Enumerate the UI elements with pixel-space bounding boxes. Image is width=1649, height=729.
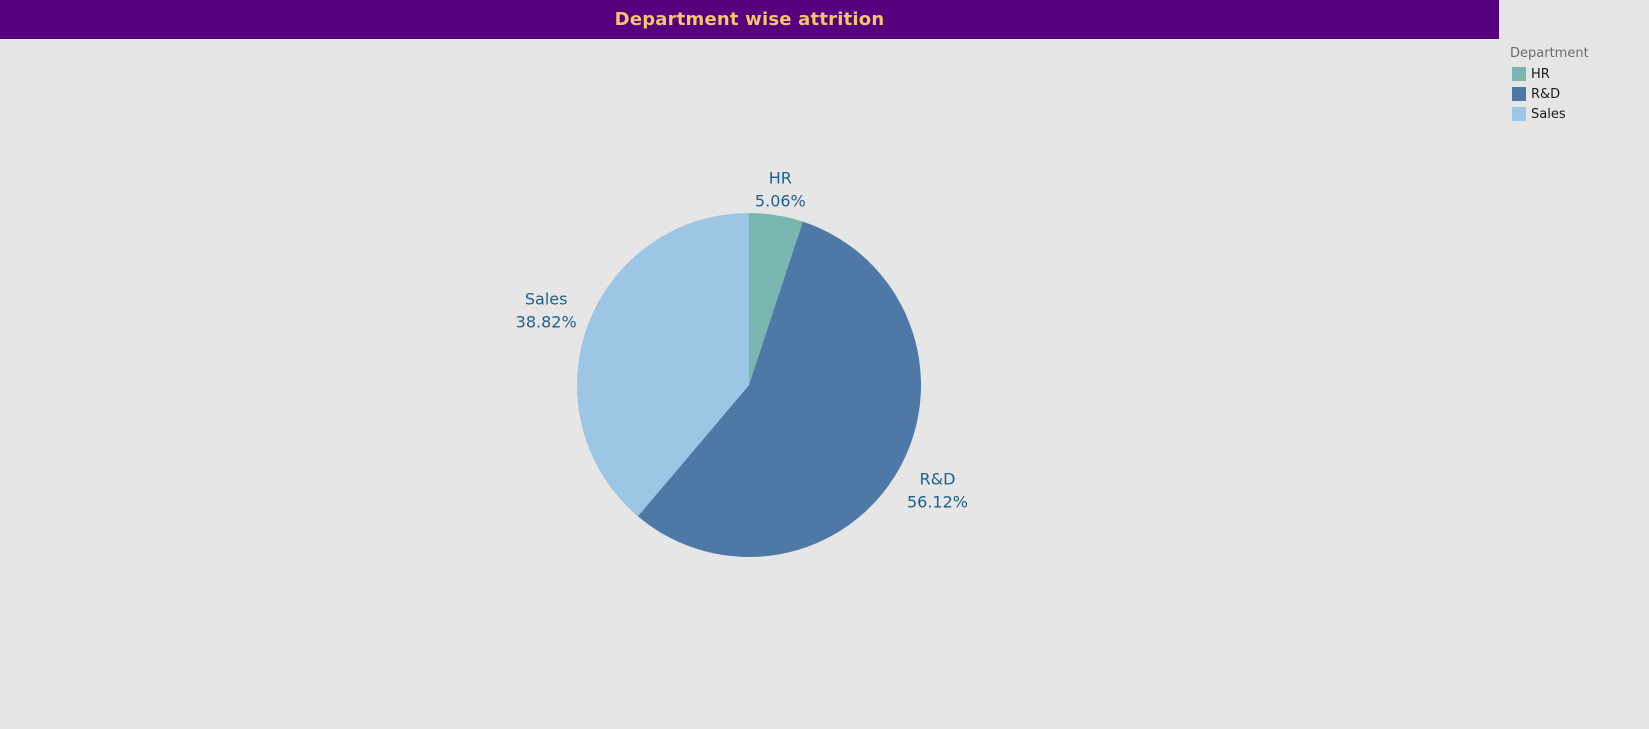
- legend-item-r-d[interactable]: R&D: [1512, 84, 1566, 104]
- legend-label: R&D: [1531, 86, 1561, 102]
- title-bar: Department wise attrition: [0, 0, 1499, 39]
- pie-slices: [577, 212, 922, 558]
- legend-panel: Department HR R&D Sales: [1499, 0, 1649, 729]
- pie-label-value: 5.06%: [755, 191, 806, 210]
- legend-swatch: [1512, 107, 1526, 121]
- pie-label-sales: Sales 38.82%: [516, 290, 577, 332]
- chart-area: HR 5.06% R&D 56.12% Sales 38.82%: [0, 39, 1499, 729]
- pie-slice-hr[interactable]: [749, 212, 803, 385]
- pie-label-hr: HR 5.06%: [755, 168, 806, 210]
- pie-label-category: R&D: [920, 469, 956, 488]
- legend-item-sales[interactable]: Sales: [1512, 104, 1566, 124]
- pie-label-value: 56.12%: [907, 492, 968, 511]
- legend-title: Department: [1510, 46, 1589, 61]
- pie-label-r-d: R&D 56.12%: [907, 469, 968, 511]
- legend-swatch: [1512, 67, 1526, 81]
- legend-list: HR R&D Sales: [1512, 64, 1566, 124]
- pie-slice-r-d[interactable]: [637, 221, 922, 558]
- legend-item-hr[interactable]: HR: [1512, 64, 1566, 84]
- pie-label-category: Sales: [525, 290, 568, 309]
- pie-slice-sales[interactable]: [577, 213, 749, 517]
- pie-label-category: HR: [769, 168, 792, 187]
- pie-label-value: 38.82%: [516, 313, 577, 332]
- legend-swatch: [1512, 87, 1526, 101]
- pie-labels: HR 5.06% R&D 56.12% Sales 38.82%: [516, 168, 968, 511]
- legend-label: HR: [1531, 66, 1550, 82]
- pie-chart: HR 5.06% R&D 56.12% Sales 38.82%: [516, 168, 968, 558]
- chart-title: Department wise attrition: [614, 9, 885, 30]
- legend-label: Sales: [1531, 106, 1566, 122]
